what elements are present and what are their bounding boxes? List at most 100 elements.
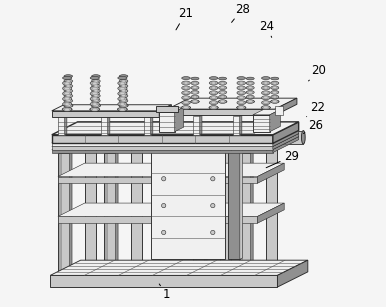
Ellipse shape	[118, 81, 127, 85]
Ellipse shape	[191, 95, 199, 99]
Polygon shape	[228, 152, 240, 259]
Ellipse shape	[211, 82, 216, 84]
Polygon shape	[240, 115, 242, 135]
Ellipse shape	[182, 101, 190, 105]
Polygon shape	[52, 130, 299, 143]
Ellipse shape	[220, 87, 225, 89]
Circle shape	[162, 230, 166, 235]
Polygon shape	[116, 151, 118, 275]
Ellipse shape	[63, 102, 72, 106]
Polygon shape	[257, 203, 284, 223]
Ellipse shape	[218, 81, 227, 85]
Polygon shape	[251, 151, 253, 275]
Circle shape	[211, 230, 215, 235]
Ellipse shape	[193, 96, 197, 98]
Ellipse shape	[239, 107, 244, 109]
Ellipse shape	[220, 100, 225, 103]
Ellipse shape	[118, 107, 127, 111]
Ellipse shape	[218, 77, 227, 80]
Polygon shape	[240, 150, 242, 259]
Polygon shape	[270, 110, 280, 132]
Ellipse shape	[64, 108, 69, 111]
Ellipse shape	[119, 94, 128, 98]
Ellipse shape	[239, 97, 244, 99]
Ellipse shape	[91, 94, 100, 98]
Ellipse shape	[184, 107, 188, 109]
Ellipse shape	[273, 91, 277, 93]
Ellipse shape	[193, 82, 197, 84]
Ellipse shape	[237, 96, 245, 100]
Ellipse shape	[92, 82, 97, 84]
Polygon shape	[275, 106, 283, 115]
Ellipse shape	[64, 104, 73, 108]
Polygon shape	[257, 163, 284, 183]
Ellipse shape	[209, 96, 218, 100]
Ellipse shape	[271, 86, 279, 90]
Ellipse shape	[246, 81, 254, 85]
Ellipse shape	[273, 100, 277, 103]
Ellipse shape	[118, 97, 127, 101]
Ellipse shape	[271, 100, 279, 103]
Polygon shape	[52, 146, 273, 150]
Ellipse shape	[209, 81, 218, 85]
Polygon shape	[159, 112, 174, 132]
Polygon shape	[58, 177, 257, 183]
Ellipse shape	[119, 84, 128, 88]
Ellipse shape	[184, 102, 188, 104]
Ellipse shape	[63, 97, 72, 101]
Text: 28: 28	[232, 3, 250, 22]
Ellipse shape	[91, 89, 100, 93]
Ellipse shape	[119, 104, 128, 108]
Ellipse shape	[191, 77, 199, 80]
Ellipse shape	[121, 80, 126, 82]
Ellipse shape	[211, 102, 216, 104]
Polygon shape	[101, 116, 108, 135]
Ellipse shape	[237, 91, 245, 95]
Polygon shape	[151, 115, 153, 135]
Circle shape	[211, 204, 215, 208]
Polygon shape	[85, 139, 96, 262]
Text: 21: 21	[176, 7, 193, 30]
Ellipse shape	[237, 106, 245, 110]
Ellipse shape	[90, 108, 100, 111]
Ellipse shape	[64, 104, 73, 107]
Ellipse shape	[66, 80, 71, 82]
Polygon shape	[58, 137, 257, 143]
Polygon shape	[174, 107, 184, 132]
Ellipse shape	[90, 102, 99, 106]
Polygon shape	[58, 123, 284, 137]
Ellipse shape	[64, 75, 73, 78]
Ellipse shape	[191, 86, 199, 90]
Polygon shape	[257, 123, 284, 143]
Polygon shape	[52, 150, 273, 153]
Ellipse shape	[193, 87, 197, 89]
Ellipse shape	[121, 90, 126, 92]
Ellipse shape	[66, 85, 71, 87]
Ellipse shape	[262, 101, 270, 105]
Ellipse shape	[64, 92, 69, 95]
Ellipse shape	[117, 108, 127, 111]
Ellipse shape	[193, 91, 197, 93]
Ellipse shape	[66, 100, 71, 102]
Ellipse shape	[93, 105, 98, 107]
Ellipse shape	[119, 104, 128, 107]
Ellipse shape	[193, 100, 197, 103]
Ellipse shape	[64, 103, 69, 105]
Ellipse shape	[273, 87, 277, 89]
Ellipse shape	[246, 91, 254, 94]
Ellipse shape	[218, 100, 227, 103]
Ellipse shape	[64, 87, 69, 90]
Ellipse shape	[220, 82, 225, 84]
Polygon shape	[58, 216, 257, 223]
Polygon shape	[239, 153, 251, 275]
Ellipse shape	[184, 97, 188, 99]
Polygon shape	[58, 153, 69, 275]
Ellipse shape	[261, 106, 271, 109]
Polygon shape	[200, 115, 202, 135]
Ellipse shape	[93, 100, 98, 102]
Polygon shape	[131, 139, 142, 262]
Text: 22: 22	[306, 101, 325, 117]
Text: 24: 24	[259, 20, 274, 37]
Polygon shape	[253, 115, 270, 132]
Ellipse shape	[211, 92, 216, 94]
